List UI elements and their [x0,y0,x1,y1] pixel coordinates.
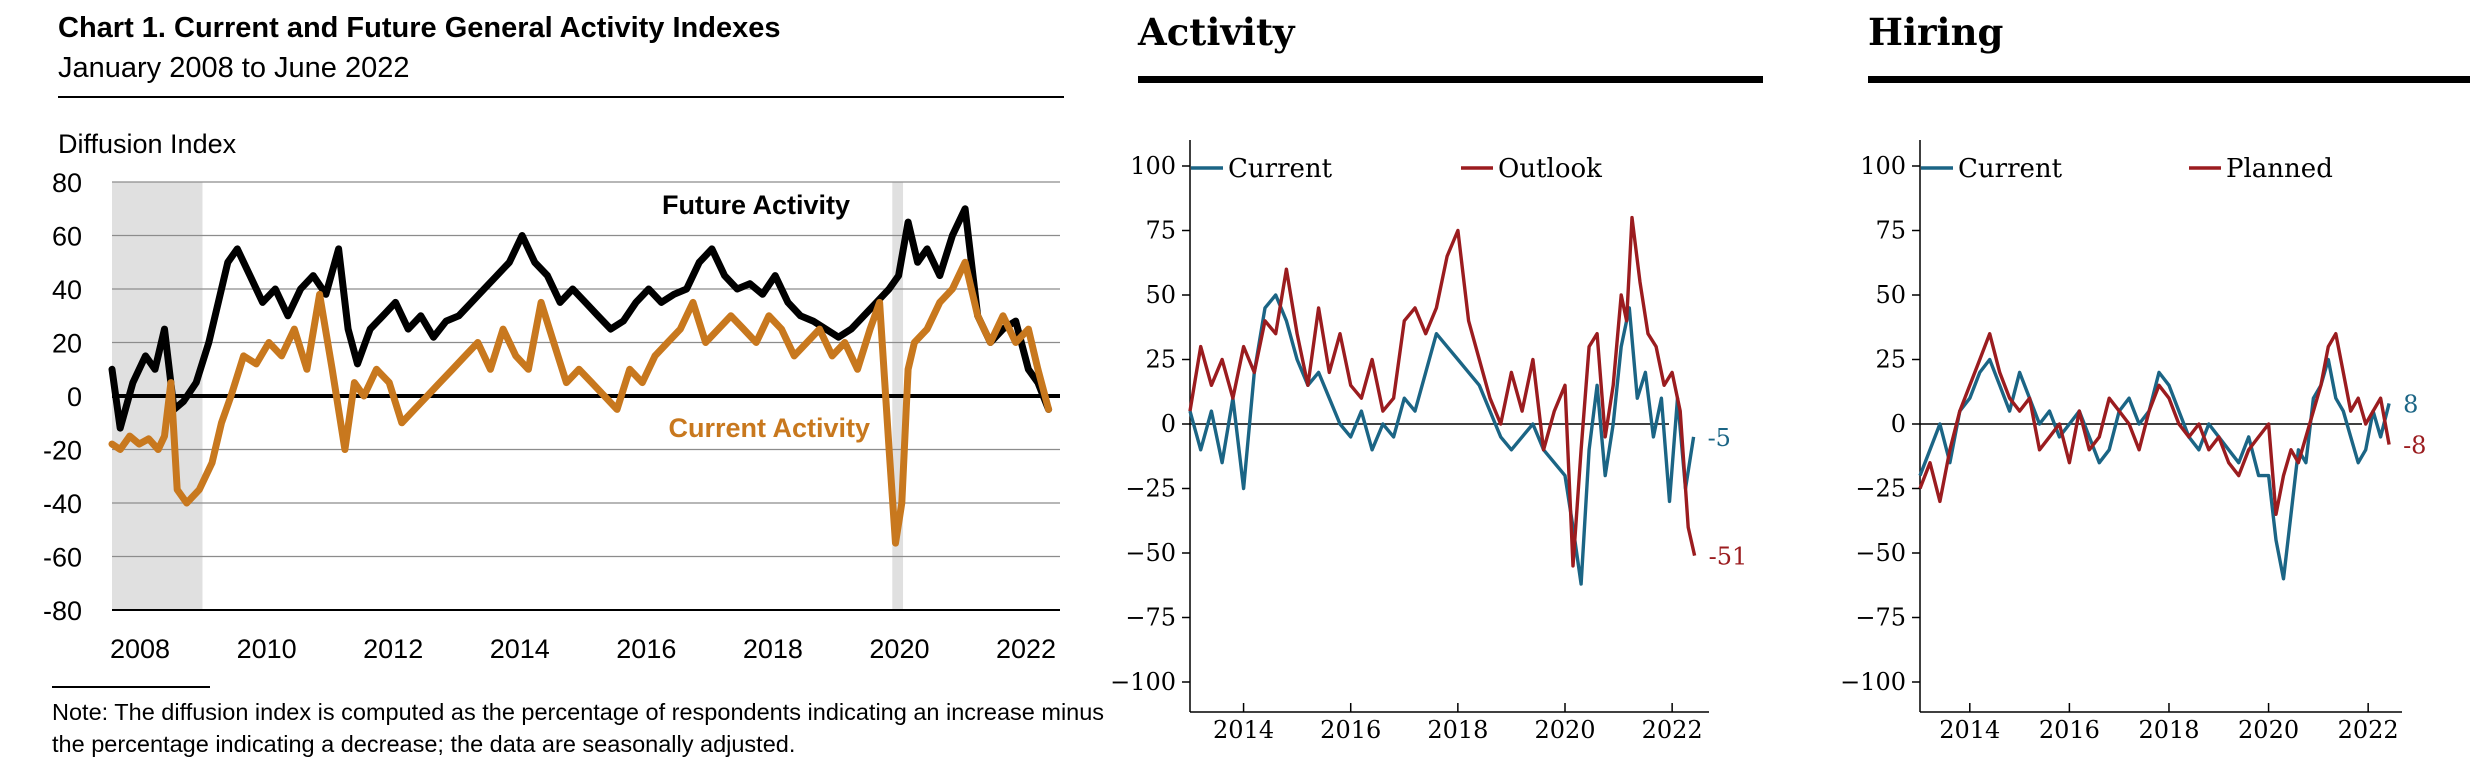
series-line-future-activity [108,205,1053,432]
y-tick-label-80: -80 [43,596,82,626]
hiring-title-bar [1868,76,2470,83]
end-label-planned: -8 [2403,432,2426,460]
x-tick-label-2018: 2018 [743,634,803,664]
y-tick-label-80: 80 [52,168,82,198]
activity-title-bar [1138,76,1763,83]
end-label-current: -5 [1708,424,1731,452]
legend-label-outlook: Outlook [1498,154,1602,184]
x-tick-label-2016: 2016 [1320,716,1381,744]
y-tick-label-25: −25 [1855,475,1906,503]
x-tick-label-2022: 2022 [996,634,1056,664]
y-tick-label-50: 50 [1145,281,1176,309]
y-tick-label-75: 75 [1875,217,1906,245]
series-line-current-activity [108,258,1053,547]
y-tick-label-75: −75 [1125,604,1176,632]
x-tick-label-2022: 2022 [1642,716,1703,744]
series-line-outlook [1188,215,1697,568]
y-tick-label-20: -20 [43,436,82,466]
x-tick-label-2014: 2014 [1939,716,2000,744]
y-tick-label-40: -40 [43,489,82,519]
current-future-activity-panel: Chart 1. Current and Future General Acti… [0,0,1110,780]
x-tick-label-2022: 2022 [2338,716,2399,744]
y-tick-label-100: −100 [1110,668,1176,696]
y-tick-label-20: 20 [52,329,82,359]
current-activity-label: Current Activity [668,413,870,443]
hiring-chart: 100 75 50 25 0 −25 −50 −75 −100 2014 2016 2018 2020 2… [1840,140,2426,744]
y-tick-label-40: 40 [52,275,82,305]
future-activity-label: Future Activity [662,190,850,220]
activity-chart: 100 75 50 25 0 −25 −50 −75 −100 2014 2016 2018 2020 2… [1110,140,1748,744]
y-tick-label-25: 25 [1145,346,1176,374]
notes-divider [52,686,210,688]
y-tick-label-100: 100 [1860,152,1906,180]
series-line-planned [1918,332,2391,516]
chart-note: Note: The diffusion index is computed as… [52,699,1105,757]
x-tick-label-2012: 2012 [363,634,423,664]
end-label-current: 8 [2403,390,2418,418]
y-tick-label-0: 0 [1161,410,1176,438]
chart-subtitle: January 2008 to June 2022 [58,52,410,84]
end-label-outlook: -51 [1709,543,1748,571]
y-axis-label: Diffusion Index [58,129,237,159]
x-tick-label-2020: 2020 [2238,716,2299,744]
activity-indexes-chart: Diffusion Index 80 60 40 20 0 -20 -40 -60 -80 2008… [43,129,1060,664]
activity-panel: Activity 100 75 50 25 0 −25 −50 −75 −100 2014 2016… [1110,0,1770,780]
y-tick-label-0: 0 [1891,410,1906,438]
y-tick-label-25: 25 [1875,346,1906,374]
y-tick-label-60: -60 [43,543,82,573]
y-tick-label-75: −75 [1855,604,1906,632]
x-tick-label-2010: 2010 [237,634,297,664]
y-tick-label-50: 50 [1875,281,1906,309]
x-tick-label-2014: 2014 [1213,716,1274,744]
y-tick-label-100: 100 [1130,152,1176,180]
y-tick-label-25: −25 [1125,475,1176,503]
x-tick-label-2020: 2020 [869,634,929,664]
hiring-title: Hiring [1868,10,2004,54]
y-tick-label-60: 60 [52,222,82,252]
y-tick-label-75: 75 [1145,217,1176,245]
y-tick-label-50: −50 [1855,539,1906,567]
x-tick-label-2018: 2018 [1427,716,1488,744]
hiring-panel: Hiring 100 75 50 25 0 −25 −50 −75 −100 2014 2016 20… [1840,0,2470,780]
legend-label-planned: Planned [2226,154,2333,184]
chart-title: Chart 1. Current and Future General Acti… [58,12,781,44]
y-tick-label-0: 0 [67,382,82,412]
x-tick-label-2020: 2020 [1534,716,1595,744]
activity-title: Activity [1138,10,1295,54]
y-tick-label-100: −100 [1840,668,1906,696]
x-tick-label-2016: 2016 [616,634,676,664]
x-tick-label-2018: 2018 [2138,716,2199,744]
legend-label-current: Current [1228,154,1333,184]
x-tick-label-2016: 2016 [2039,716,2100,744]
title-divider [58,96,1064,98]
y-tick-label-50: −50 [1125,539,1176,567]
x-tick-label-2008: 2008 [110,634,170,664]
x-tick-label-2014: 2014 [490,634,550,664]
legend-label-current: Current [1958,154,2063,184]
